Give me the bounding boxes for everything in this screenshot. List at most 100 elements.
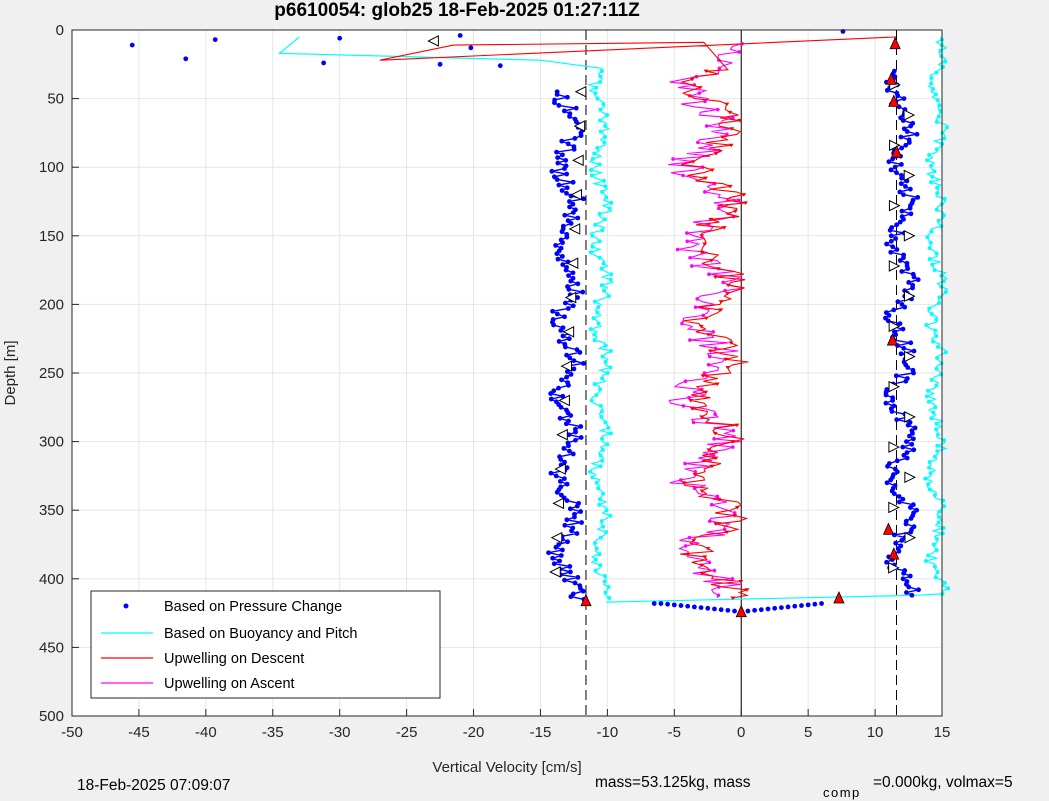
buoyancy-point: [598, 563, 603, 568]
pressure-point: [557, 558, 563, 564]
buoyancy-point: [927, 152, 932, 157]
buoyancy-point: [934, 147, 939, 152]
pressure-point: [907, 573, 913, 579]
x-tick-label: -30: [329, 724, 351, 741]
buoyancy-point: [595, 310, 600, 315]
pressure-point: [705, 605, 711, 611]
upwelling-descent-marker: [691, 538, 697, 543]
upwelling-descent-marker: [737, 119, 743, 123]
pressure-point: [903, 378, 909, 384]
pressure-isolated-point: [212, 37, 218, 43]
x-tick-label: -25: [396, 724, 418, 741]
pressure-point: [551, 561, 557, 567]
pressure-point: [578, 424, 584, 429]
pressure-point: [892, 164, 898, 170]
pressure-point: [564, 171, 570, 177]
pressure-point: [563, 267, 569, 273]
buoyancy-point: [606, 585, 611, 590]
buoyancy-point: [935, 97, 940, 102]
pressure-isolated-point: [651, 601, 657, 606]
pressure-point: [894, 458, 900, 464]
pressure-point: [805, 602, 811, 608]
pressure-point: [558, 404, 564, 410]
buoyancy-point: [939, 224, 944, 229]
buoyancy-point: [598, 403, 603, 408]
pressure-point: [570, 179, 576, 185]
pressure-point: [558, 553, 564, 558]
buoyancy-point: [592, 151, 597, 156]
pressure-point: [758, 607, 764, 613]
buoyancy-point: [602, 140, 607, 145]
pressure-point: [904, 450, 910, 455]
upwelling-ascent-point: [707, 560, 712, 565]
pressure-point: [745, 608, 751, 614]
pressure-point: [896, 548, 902, 554]
pressure-point: [575, 215, 581, 221]
mass-annotation: mass=53.125kg, mass: [595, 774, 751, 791]
pressure-isolated-point: [468, 45, 474, 51]
pressure-point: [556, 385, 561, 391]
buoyancy-point: [931, 339, 936, 344]
pressure-point: [567, 199, 572, 204]
pressure-point: [884, 241, 889, 247]
mass-comp-subscript: comp: [823, 785, 861, 800]
pressure-point: [554, 251, 560, 257]
buoyancy-point: [934, 70, 939, 75]
pressure-point: [554, 177, 560, 182]
upwelling-ascent-point: [730, 577, 735, 581]
upwelling-ascent-point: [685, 239, 690, 244]
buoyancy-point: [929, 163, 934, 168]
upwelling-descent-marker: [732, 209, 738, 214]
buoyancy-point: [592, 338, 597, 343]
pressure-point: [564, 369, 570, 375]
pressure-point: [573, 429, 578, 435]
pressure-point: [563, 421, 569, 427]
buoyancy-point: [608, 513, 613, 518]
upwelling-ascent-point: [681, 404, 686, 408]
y-tick-label: 400: [39, 571, 64, 588]
pressure-point: [564, 517, 570, 523]
buoyancy-point: [942, 580, 947, 585]
pressure-point: [565, 539, 570, 545]
upwelling-ascent-point: [737, 50, 741, 54]
pressure-point: [901, 216, 906, 222]
buoyancy-point: [934, 383, 939, 388]
pressure-point: [561, 446, 567, 451]
pressure-point: [558, 457, 564, 462]
buoyancy-point: [594, 392, 599, 397]
pressure-point: [894, 247, 900, 252]
plot-series: [129, 28, 951, 618]
x-tick-label: 10: [867, 724, 884, 741]
open-triangle-marker: [560, 360, 573, 372]
pressure-point: [560, 393, 566, 399]
pressure-point: [886, 312, 892, 318]
buoyancy-point: [932, 454, 937, 459]
pressure-point: [571, 210, 576, 215]
buoyancy-point: [597, 239, 602, 244]
open-triangle-marker: [888, 199, 901, 212]
pressure-point: [898, 162, 904, 167]
pressure-point: [897, 189, 903, 195]
timestamp-annotation: 18-Feb-2025 07:09:07: [77, 777, 230, 794]
pressure-point: [554, 92, 560, 97]
open-triangle-marker: [549, 566, 561, 578]
buoyancy-point: [599, 283, 604, 288]
upwelling-descent-marker: [721, 226, 727, 230]
buoyancy-point: [939, 372, 944, 377]
buoyancy-point: [929, 229, 934, 234]
pressure-point: [908, 123, 914, 129]
pressure-point: [893, 332, 899, 337]
buoyancy-point: [939, 284, 944, 289]
upwelling-descent-marker: [719, 135, 725, 140]
pressure-point: [792, 603, 798, 609]
pressure-point: [577, 350, 583, 355]
pressure-point: [568, 594, 574, 600]
buoyancy-point: [929, 81, 934, 86]
upwelling-descent-marker: [697, 86, 703, 90]
upwelling-ascent-point: [711, 453, 716, 458]
buoyancy-point: [934, 207, 939, 212]
pressure-point: [888, 238, 894, 244]
pressure-point: [904, 129, 910, 134]
pressure-point: [896, 494, 902, 499]
pressure-point: [567, 569, 573, 575]
